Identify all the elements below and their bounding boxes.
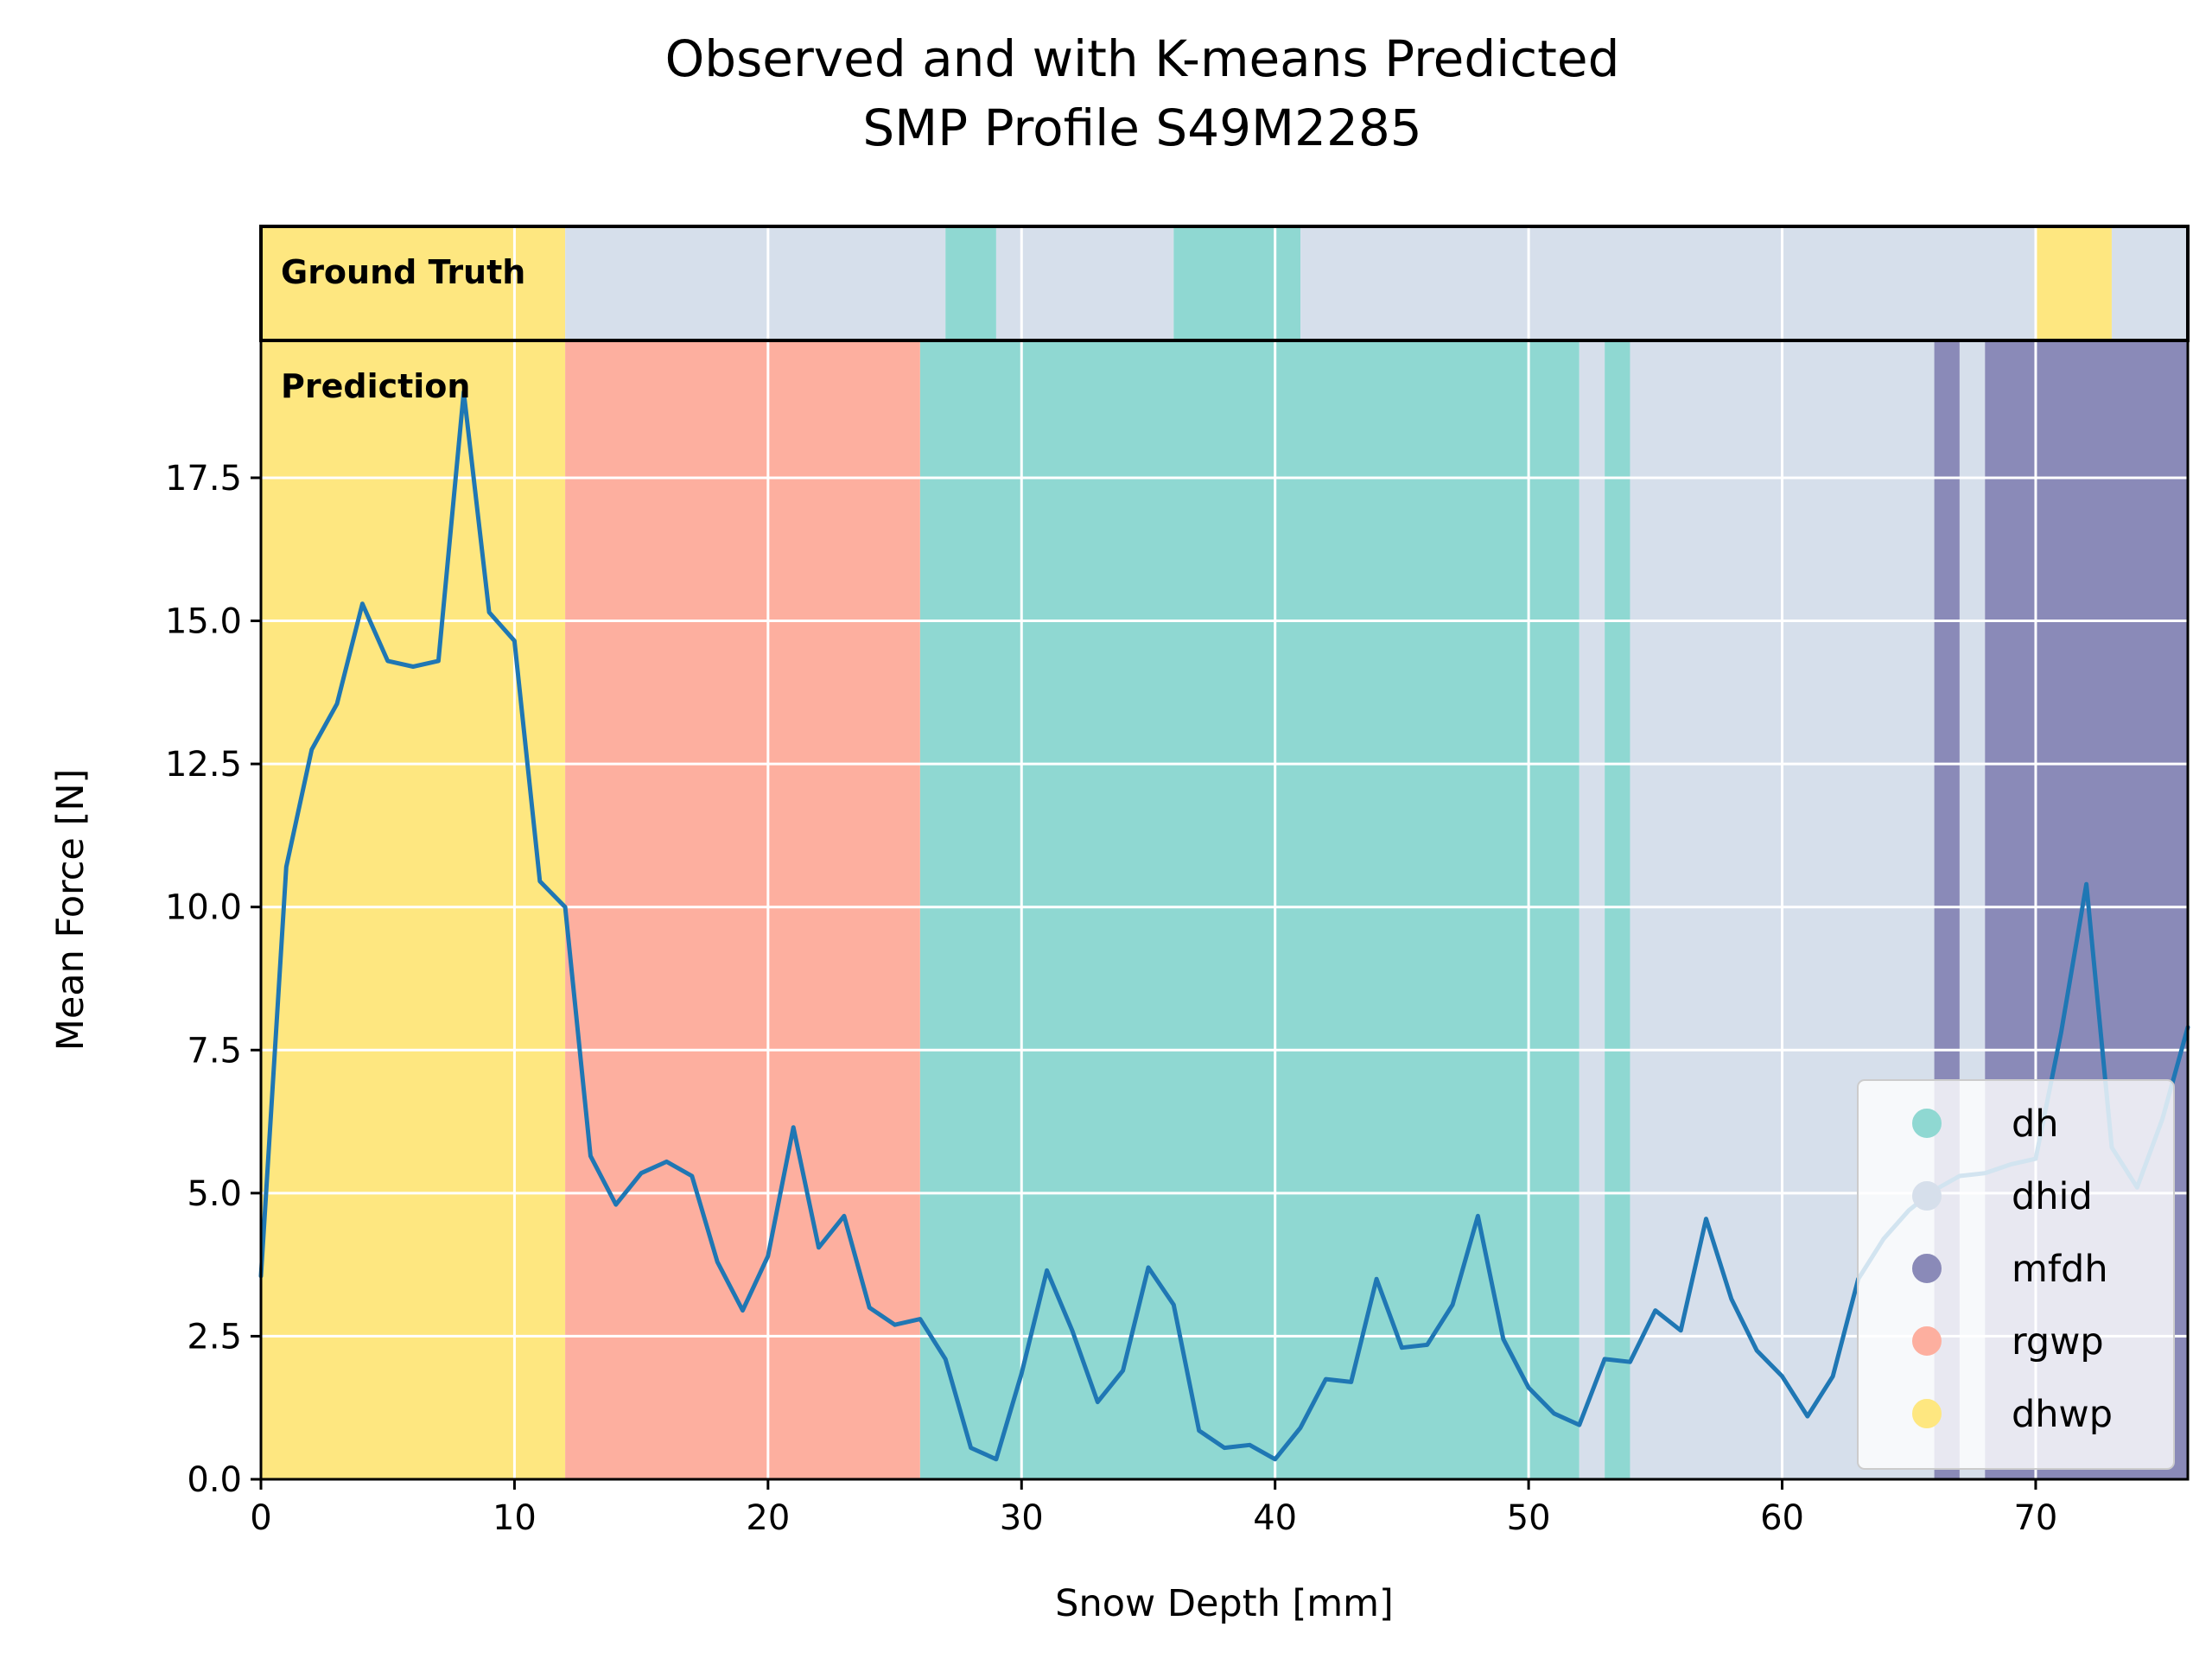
x-tick-label: 50 bbox=[1507, 1498, 1551, 1538]
ground-truth-segment-dhid bbox=[565, 226, 946, 340]
ground-truth-segment-dhwp bbox=[2035, 226, 2112, 340]
x-tick-label: 60 bbox=[1760, 1498, 1804, 1538]
legend-marker-dhid bbox=[1912, 1181, 1942, 1211]
x-axis-label: Snow Depth [mm] bbox=[1055, 1582, 1394, 1625]
legend-marker-rgwp bbox=[1912, 1326, 1942, 1356]
ground-truth-segment-dhid bbox=[1300, 226, 2036, 340]
y-tick-label: 7.5 bbox=[187, 1031, 242, 1071]
y-tick-label: 0.0 bbox=[187, 1460, 242, 1500]
legend-label-dh: dh bbox=[2012, 1103, 2059, 1146]
legend-marker-mfdh bbox=[1912, 1254, 1942, 1283]
y-tick-label: 2.5 bbox=[187, 1317, 242, 1357]
legend: dh dhid mfdh rgwp dhwp bbox=[1857, 1079, 2175, 1470]
y-tick-label: 10.0 bbox=[165, 888, 242, 928]
legend-label-dhid: dhid bbox=[2012, 1175, 2093, 1218]
legend-marker-dh bbox=[1912, 1109, 1942, 1138]
chart-title-line-2: SMP Profile S49M2285 bbox=[862, 99, 1421, 157]
ground-truth-label: Ground Truth bbox=[281, 253, 525, 291]
ground-truth-segment-dh bbox=[1173, 226, 1301, 340]
x-tick-label: 30 bbox=[1000, 1498, 1044, 1538]
legend-marker-dhwp bbox=[1912, 1399, 1942, 1428]
y-axis: 0.0 2.5 5.0 7.5 10.0 12.5 15.0 17.5 bbox=[165, 459, 261, 1500]
prediction-segment-dh bbox=[919, 340, 1580, 1479]
x-tick-label: 10 bbox=[493, 1498, 537, 1538]
x-tick-label: 0 bbox=[250, 1498, 271, 1538]
legend-box bbox=[1857, 1079, 2175, 1470]
y-tick-label: 17.5 bbox=[165, 459, 242, 499]
y-tick-label: 15.0 bbox=[165, 602, 242, 642]
prediction-segment-rgwp bbox=[565, 340, 920, 1479]
y-axis-label: Mean Force [N] bbox=[49, 769, 92, 1052]
chart-title-line-1: Observed and with K-means Predicted bbox=[665, 29, 1620, 88]
x-axis: 0 10 20 30 40 50 60 70 bbox=[250, 1479, 2057, 1538]
ground-truth-segment-dhid bbox=[2111, 226, 2188, 340]
prediction-segment-dhid bbox=[1579, 340, 1605, 1479]
y-tick-label: 12.5 bbox=[165, 745, 242, 785]
legend-label-rgwp: rgwp bbox=[2012, 1320, 2104, 1363]
ground-truth-segment-dhid bbox=[995, 226, 1174, 340]
legend-label-mfdh: mfdh bbox=[2012, 1248, 2108, 1291]
x-tick-label: 20 bbox=[746, 1498, 790, 1538]
x-tick-label: 70 bbox=[2013, 1498, 2057, 1538]
prediction-segment-dhwp bbox=[261, 340, 566, 1479]
ground-truth-segment-dh bbox=[945, 226, 996, 340]
y-tick-label: 5.0 bbox=[187, 1174, 242, 1214]
prediction-label: Prediction bbox=[281, 367, 470, 405]
plot-frame bbox=[259, 339, 2190, 1481]
ground-truth-strip bbox=[261, 226, 2188, 340]
prediction-segment-dh bbox=[1605, 340, 1630, 1479]
legend-label-dhwp: dhwp bbox=[2012, 1393, 2113, 1436]
x-tick-label: 40 bbox=[1253, 1498, 1297, 1538]
